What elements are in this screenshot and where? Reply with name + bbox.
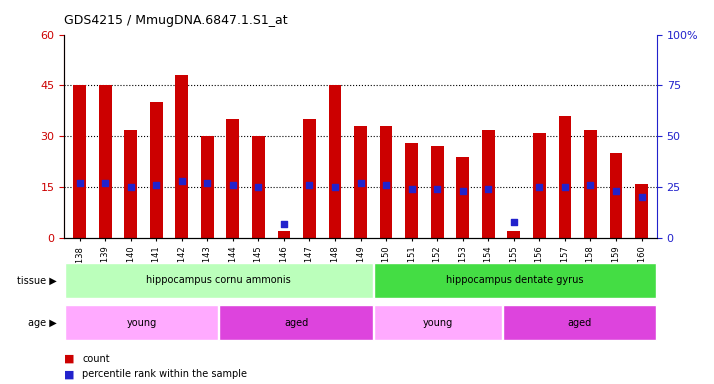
Point bbox=[278, 221, 290, 227]
Bar bbox=[456, 157, 469, 238]
Point bbox=[303, 182, 315, 188]
Bar bbox=[482, 129, 495, 238]
Bar bbox=[278, 231, 291, 238]
Bar bbox=[533, 133, 545, 238]
Text: young: young bbox=[423, 318, 453, 328]
Point bbox=[201, 180, 213, 186]
Point bbox=[99, 180, 111, 186]
Point bbox=[610, 188, 622, 194]
Point bbox=[125, 184, 136, 190]
Bar bbox=[65, 305, 218, 340]
Bar bbox=[406, 143, 418, 238]
Text: young: young bbox=[126, 318, 156, 328]
Text: ■: ■ bbox=[64, 369, 75, 379]
Point bbox=[176, 178, 188, 184]
Bar bbox=[226, 119, 239, 238]
Bar bbox=[99, 86, 111, 238]
Bar bbox=[431, 147, 443, 238]
Point bbox=[329, 184, 341, 190]
Bar bbox=[150, 103, 163, 238]
Point bbox=[636, 194, 648, 200]
Point bbox=[151, 182, 162, 188]
Text: hippocampus cornu ammonis: hippocampus cornu ammonis bbox=[146, 275, 291, 285]
Bar bbox=[508, 231, 521, 238]
Point bbox=[431, 186, 443, 192]
Bar bbox=[354, 126, 367, 238]
Bar bbox=[124, 129, 137, 238]
Text: aged: aged bbox=[284, 318, 308, 328]
Point bbox=[559, 184, 570, 190]
Bar bbox=[219, 305, 373, 340]
Point bbox=[533, 184, 545, 190]
Bar bbox=[303, 119, 316, 238]
Text: tissue ▶: tissue ▶ bbox=[17, 275, 57, 285]
Point bbox=[253, 184, 264, 190]
Point bbox=[457, 188, 468, 194]
Bar bbox=[374, 305, 502, 340]
Text: ■: ■ bbox=[64, 354, 75, 364]
Point bbox=[483, 186, 494, 192]
Text: age ▶: age ▶ bbox=[29, 318, 57, 328]
Bar bbox=[558, 116, 571, 238]
Bar bbox=[252, 136, 265, 238]
Bar bbox=[584, 129, 597, 238]
Text: percentile rank within the sample: percentile rank within the sample bbox=[82, 369, 247, 379]
Bar bbox=[201, 136, 213, 238]
Bar bbox=[328, 86, 341, 238]
Text: count: count bbox=[82, 354, 110, 364]
Text: hippocampus dentate gyrus: hippocampus dentate gyrus bbox=[446, 275, 584, 285]
Text: aged: aged bbox=[568, 318, 592, 328]
Point bbox=[406, 186, 418, 192]
Point bbox=[508, 219, 520, 225]
Bar bbox=[374, 263, 656, 298]
Bar bbox=[610, 153, 623, 238]
Bar bbox=[380, 126, 393, 238]
Bar bbox=[635, 184, 648, 238]
Point bbox=[74, 180, 85, 186]
Bar bbox=[503, 305, 656, 340]
Point bbox=[585, 182, 596, 188]
Bar bbox=[176, 75, 188, 238]
Text: GDS4215 / MmugDNA.6847.1.S1_at: GDS4215 / MmugDNA.6847.1.S1_at bbox=[64, 14, 288, 27]
Point bbox=[381, 182, 392, 188]
Bar bbox=[65, 263, 373, 298]
Bar bbox=[74, 86, 86, 238]
Point bbox=[355, 180, 366, 186]
Point bbox=[227, 182, 238, 188]
